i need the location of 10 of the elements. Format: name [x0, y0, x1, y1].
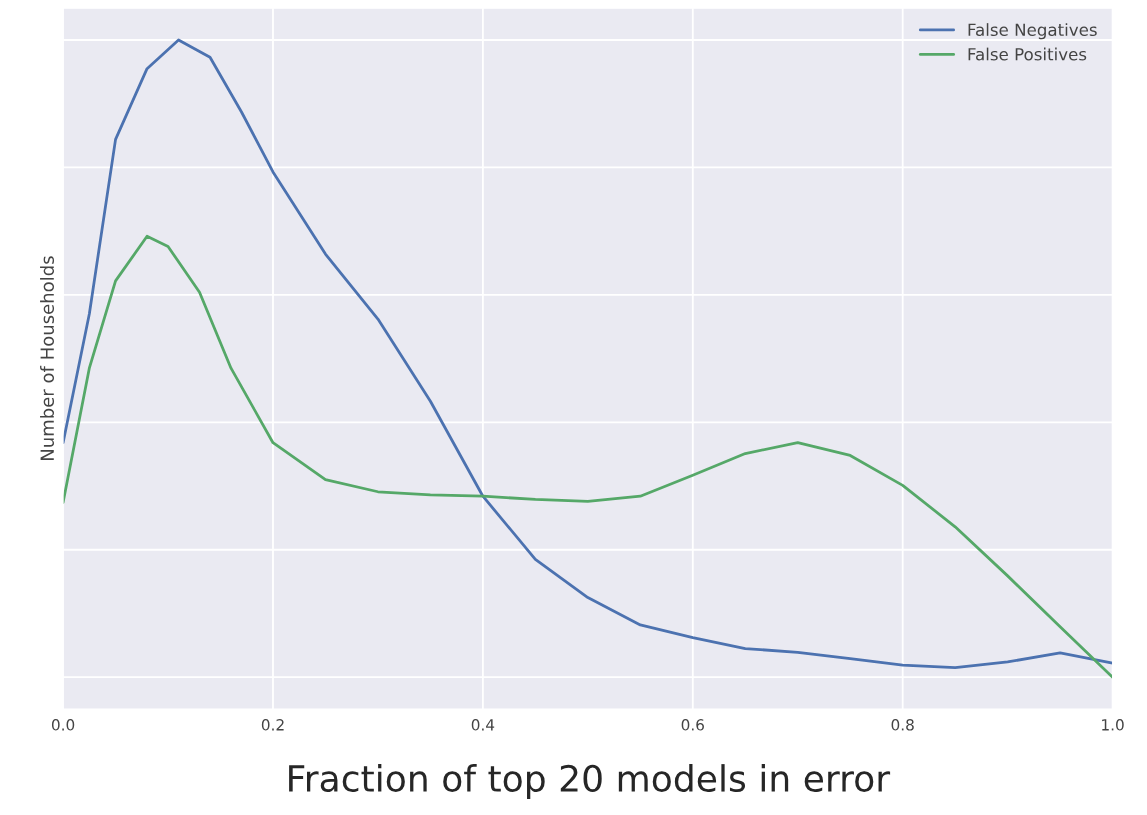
x-tick-label: 0.0 [51, 719, 75, 731]
x-tick-label: 0.2 [261, 719, 284, 731]
legend-label: False Negatives [968, 23, 1097, 40]
x-tick-label: 0.6 [681, 719, 704, 731]
x-tick-label: 0.8 [891, 719, 914, 731]
y-axis-title: Number of Households [40, 256, 55, 461]
legend-label: False Positives [968, 47, 1087, 61]
x-tick-label: 1.0 [1102, 719, 1124, 731]
x-tick-label: 0.4 [471, 719, 495, 731]
x-axis-title: Fraction of top 20 models in error [289, 764, 891, 800]
